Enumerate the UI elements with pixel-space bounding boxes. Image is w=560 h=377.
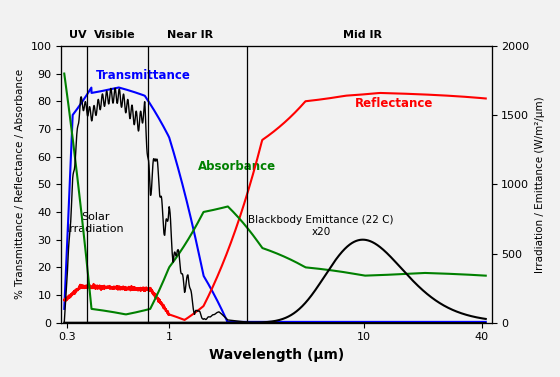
X-axis label: Wavelength (μm): Wavelength (μm)	[209, 348, 344, 362]
Y-axis label: % Transmittance / Reflectance / Absorbance: % Transmittance / Reflectance / Absorban…	[15, 69, 25, 299]
Text: UV: UV	[69, 31, 86, 40]
Text: Reflectance: Reflectance	[355, 97, 433, 110]
Text: Visible: Visible	[94, 31, 136, 40]
Text: Transmittance: Transmittance	[96, 69, 190, 82]
Text: Blackbody Emittance (22 C)
x20: Blackbody Emittance (22 C) x20	[248, 215, 394, 237]
Text: Absorbance: Absorbance	[198, 161, 276, 173]
Text: Solar
Irradiation: Solar Irradiation	[67, 212, 124, 234]
Text: Mid IR: Mid IR	[343, 31, 382, 40]
Y-axis label: Irradiation / Emittance (W/m²/μm): Irradiation / Emittance (W/m²/μm)	[535, 96, 545, 273]
Text: Near IR: Near IR	[167, 31, 213, 40]
